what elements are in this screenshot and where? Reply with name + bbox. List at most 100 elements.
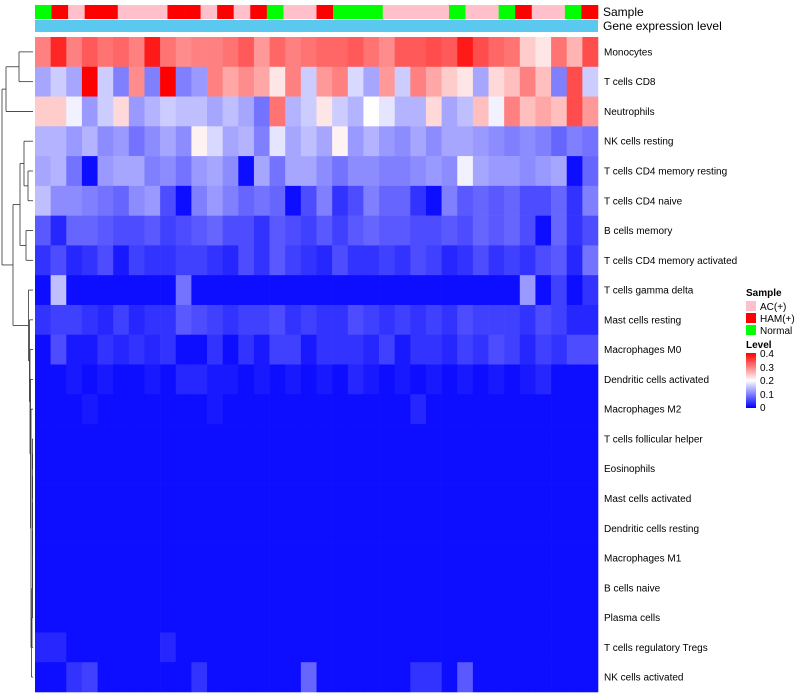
heatmap-cell [285,662,302,693]
sample-cell [233,5,251,19]
heatmap-cell [363,334,380,365]
heatmap-cell [175,424,192,455]
heatmap-cell [582,37,599,68]
heatmap-cell [535,632,552,663]
heatmap-cell [363,215,380,246]
heatmap-cell [535,662,552,693]
heatmap-cell [50,37,67,68]
sample-cell [283,5,301,19]
heatmap-cell [269,662,286,693]
row-dendrogram [1,51,33,678]
heatmap-cell [394,275,411,306]
heatmap-cell [300,483,317,514]
heatmap-cell [81,156,98,187]
heatmap-cell [410,513,427,544]
heatmap-cell [472,543,489,574]
heatmap-cell [582,334,599,365]
heatmap-cell [363,364,380,395]
heatmap-cell [222,185,239,216]
heatmap-cell [441,572,458,603]
row-label: Neutrophils [604,107,655,118]
row-label: T cells gamma delta [604,286,694,297]
heatmap-cell [97,126,114,157]
heatmap-cell [332,394,349,425]
heatmap-cell [379,513,395,544]
heatmap-cell [50,394,67,425]
sample-cell [84,5,102,19]
heatmap-cell [519,304,536,336]
heatmap-cell [191,632,208,663]
heatmap-cell [363,185,380,216]
heatmap-cell [488,602,505,633]
sample-cell [35,5,52,19]
heatmap-cell [300,245,317,276]
heatmap-cell [128,572,145,603]
heatmap-cell [551,632,568,663]
heatmap-cell [253,245,270,276]
heatmap-cell [128,304,145,336]
heatmap-cell [394,215,411,246]
heatmap-cell [285,513,302,544]
heatmap-cell [175,304,192,336]
heatmap-cell [144,602,161,633]
heatmap-cell [566,156,583,187]
heatmap-cell [332,513,349,544]
heatmap-cell [410,245,427,276]
heatmap-cell [504,334,521,365]
legend-swatch-ham [746,313,756,323]
heatmap-cell [410,453,427,484]
heatmap-cell [238,602,255,633]
heatmap-cell [238,453,255,484]
heatmap-cell [425,483,442,514]
heatmap-cell [519,96,536,127]
heatmap-cell [457,543,474,574]
heatmap-cell [410,334,427,365]
heatmap-cell [160,185,177,216]
heatmap-cell [316,424,333,455]
heatmap-cell [504,453,521,484]
heatmap-cell [50,662,67,693]
heatmap-cell [347,543,364,574]
heatmap-cell [253,662,270,693]
sample-cell [134,5,152,19]
heatmap-cell [50,245,67,276]
heatmap-cell [300,334,317,365]
heatmap-cell [472,394,489,425]
heatmap-cell [253,66,270,97]
heatmap-cell [207,364,223,395]
heatmap-cell [144,215,161,246]
heatmap-cell [207,66,223,97]
heatmap-cell [97,424,114,455]
heatmap-cell [457,215,474,246]
heatmap-cell [35,66,51,97]
heatmap-cell [144,632,161,663]
heatmap-cell [551,275,568,306]
heatmap-cell [113,275,130,306]
heatmap-cell [379,37,395,68]
heatmap-cell [519,66,536,97]
heatmap-cell [566,424,583,455]
heatmap-cell [535,66,552,97]
heatmap-cell [50,304,67,336]
heatmap-cell [191,572,208,603]
sample-cell [266,5,284,19]
heatmap-cell [66,245,83,276]
sample-legend: Sample AC(+) HAM(+) Normal [746,288,795,337]
heatmap-cell [144,126,161,157]
heatmap-cell [113,185,130,216]
heatmap-cell [222,543,239,574]
heatmap-cell [253,185,270,216]
heatmap-cell [504,37,521,68]
heatmap-cell [441,37,458,68]
heatmap-cell [332,215,349,246]
heatmap-cells [35,37,599,693]
heatmap-cell [300,364,317,395]
heatmap-cell [347,483,364,514]
heatmap-cell [566,304,583,336]
heatmap-cell [566,37,583,68]
heatmap-cell [222,424,239,455]
heatmap-cell [207,513,223,544]
heatmap-cell [504,66,521,97]
heatmap-cell [457,245,474,276]
heatmap-cell [535,156,552,187]
